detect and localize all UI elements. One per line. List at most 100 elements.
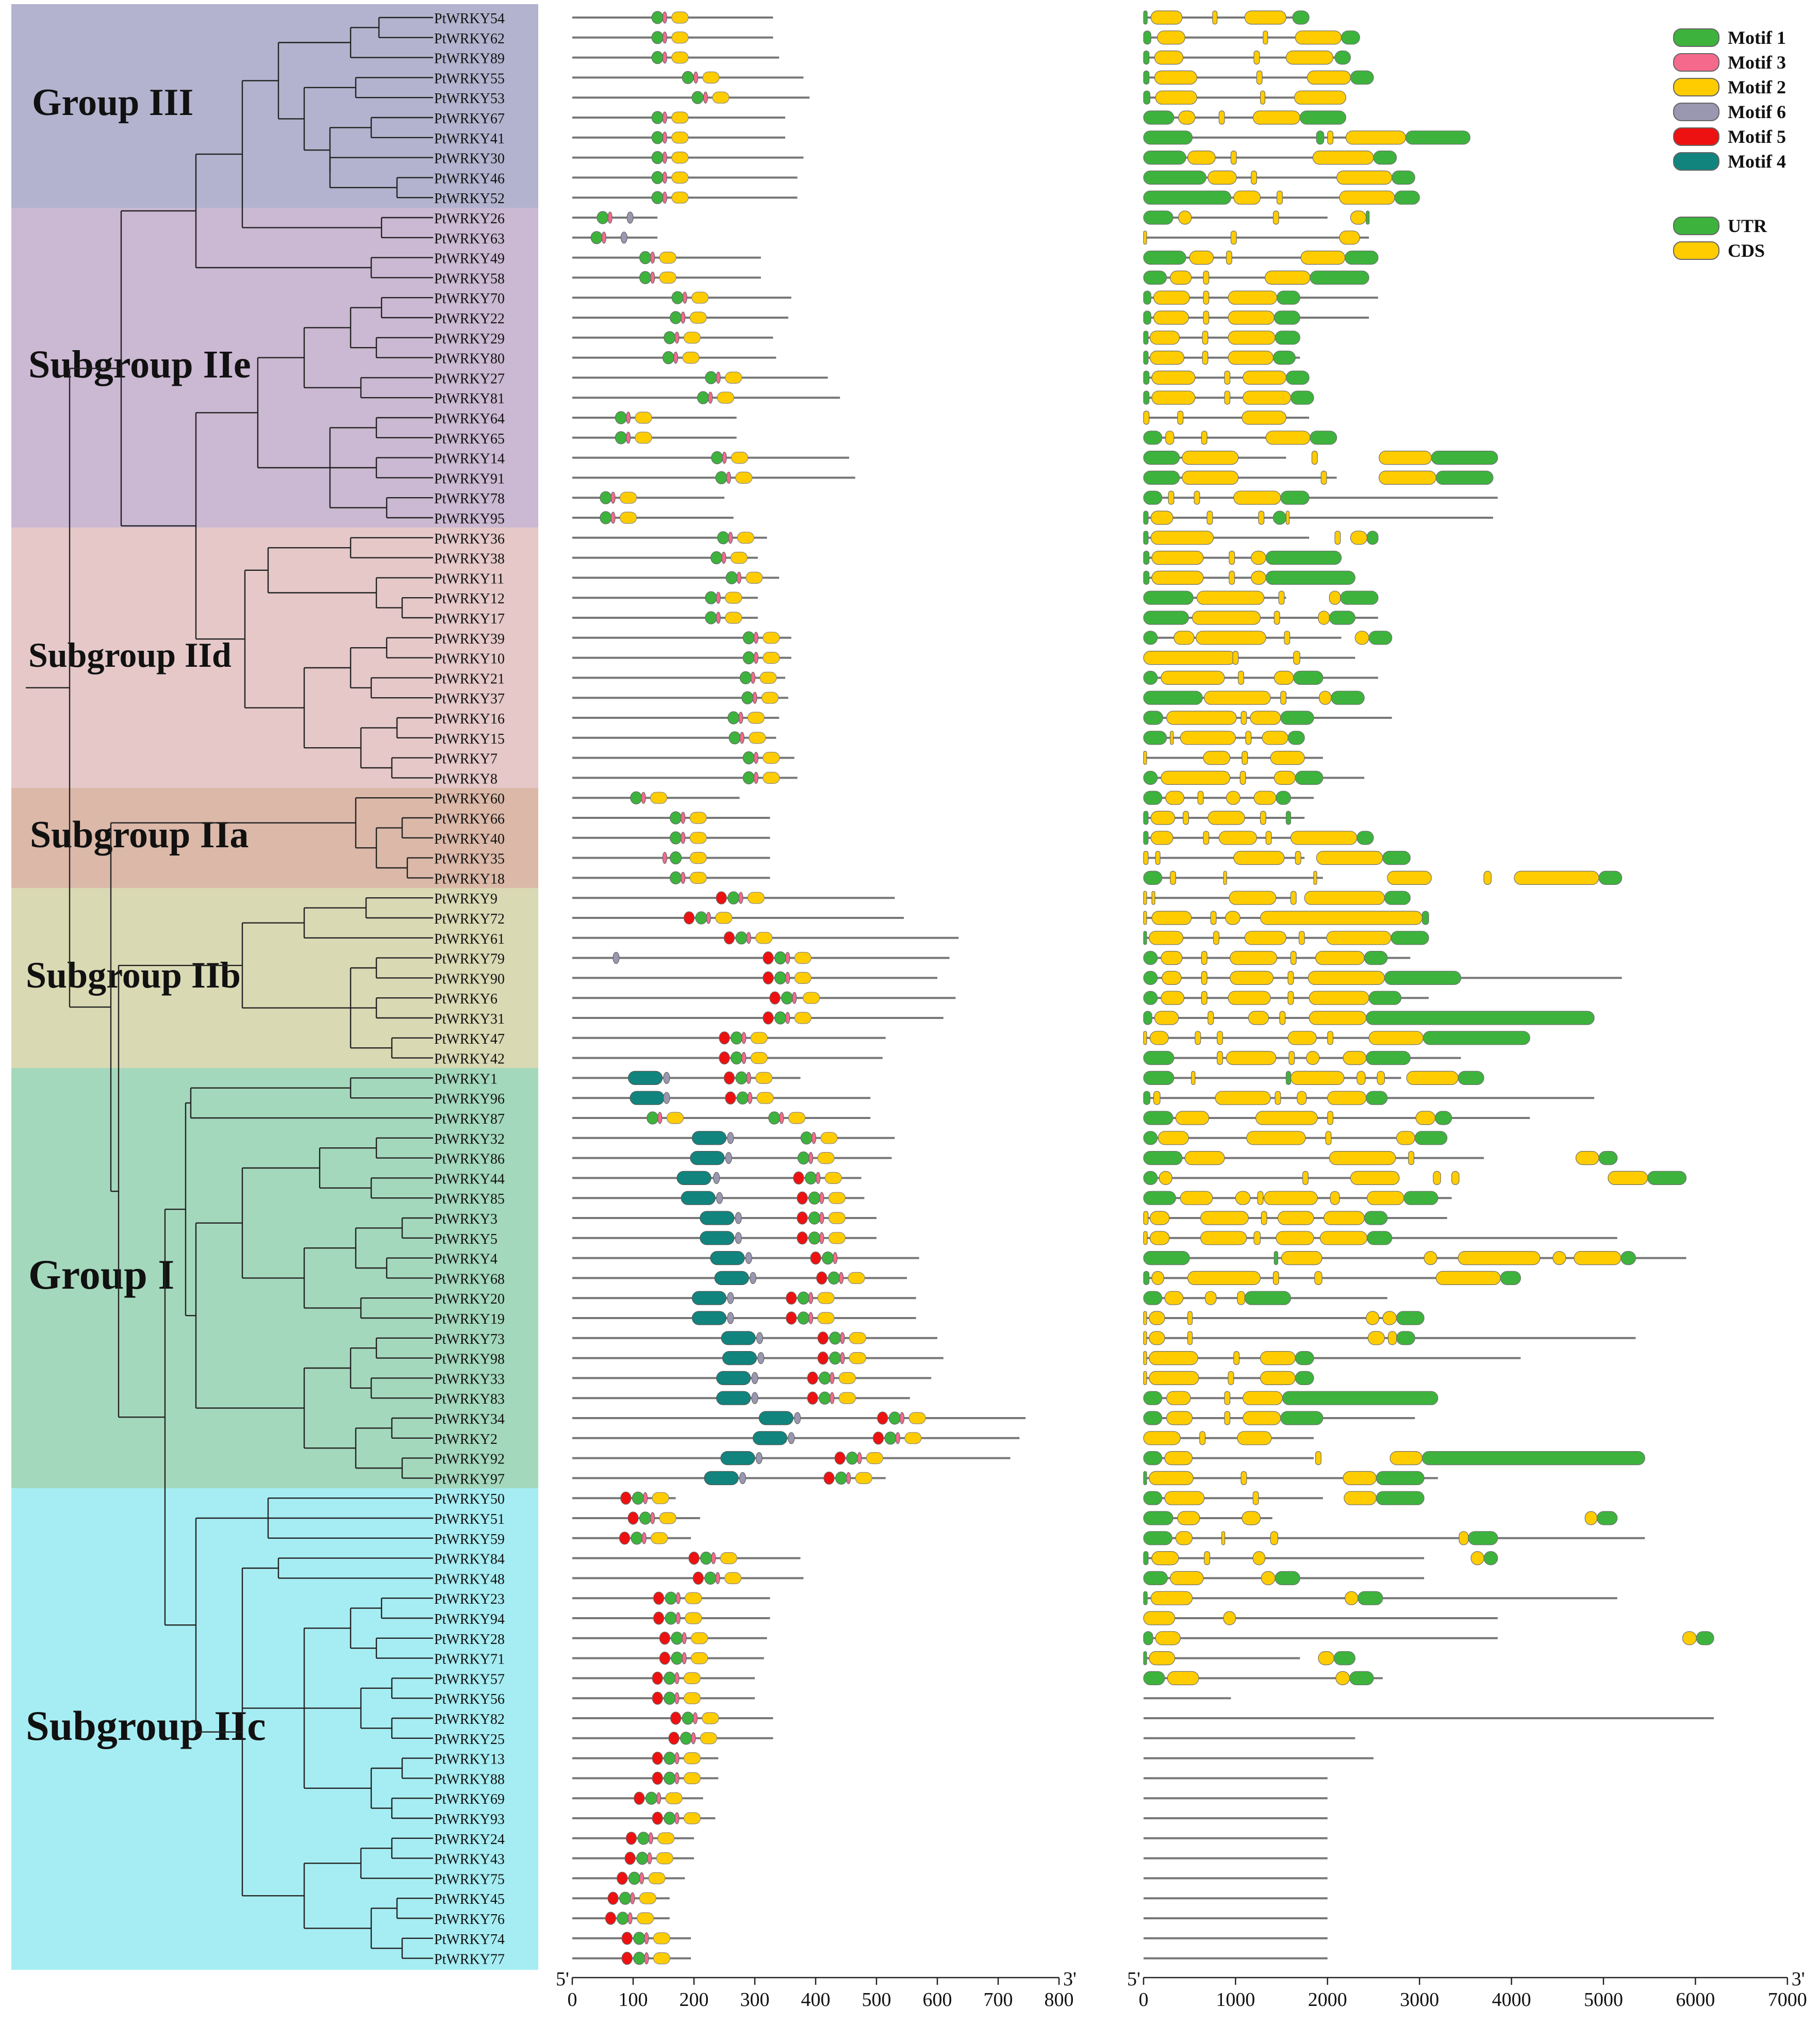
- legend-label: Motif 6: [1728, 102, 1786, 122]
- motif3-mark: [662, 31, 667, 44]
- motif1-mark: [665, 1591, 677, 1605]
- utr-block: [1287, 731, 1305, 745]
- motif2-mark: [712, 91, 730, 104]
- motif2-mark: [750, 1032, 768, 1044]
- motif4-mark: [704, 1471, 739, 1485]
- utr-block: [1396, 1331, 1415, 1345]
- utr-block: [1376, 1491, 1425, 1505]
- utr-block: [1598, 1151, 1618, 1165]
- utr-block: [1143, 811, 1149, 825]
- motif1-mark: [781, 991, 793, 1005]
- motif1-mark: [884, 1431, 897, 1445]
- cds-block: [1273, 670, 1294, 685]
- cds-block: [1199, 1431, 1206, 1445]
- cds-block: [1150, 511, 1173, 525]
- motif5-mark: [716, 891, 727, 904]
- utr-block: [1421, 1451, 1645, 1466]
- cds-block: [1318, 611, 1330, 625]
- cds-block: [1196, 631, 1266, 645]
- motif5-mark: [817, 1352, 829, 1365]
- motif1-mark: [632, 1491, 644, 1505]
- motif3-mark: [662, 111, 667, 124]
- utr-block: [1143, 1411, 1163, 1425]
- tick-label: 500: [862, 1989, 891, 2011]
- motif5-mark: [807, 1391, 818, 1405]
- cds-block: [1165, 791, 1185, 805]
- five-prime-label: 5': [556, 1968, 569, 1990]
- motif3-mark: [785, 1012, 790, 1024]
- motif3-mark: [648, 1832, 653, 1845]
- cds-block: [1350, 531, 1368, 545]
- motif3-mark: [682, 291, 687, 304]
- gene-label: PtWRKY27: [434, 371, 505, 387]
- cds-block: [1143, 1231, 1148, 1245]
- cds-block: [1153, 310, 1189, 325]
- motif2-mark: [671, 111, 689, 124]
- gene-label: PtWRKY92: [434, 1452, 505, 1468]
- motif3-mark: [711, 1552, 716, 1565]
- motif3-mark: [675, 1612, 681, 1624]
- motif2-mark: [788, 1112, 806, 1124]
- motif2-mark: [849, 1332, 867, 1344]
- cds-block: [1237, 1291, 1245, 1305]
- gene-label: PtWRKY53: [434, 91, 505, 107]
- motif3-mark: [601, 232, 606, 244]
- gene-label: PtWRKY96: [434, 1091, 505, 1107]
- cds-block: [1221, 1531, 1226, 1545]
- gene-labels: PtWRKY54 PtWRKY62 PtWRKY89 PtWRKY55 PtWRKY53…: [434, 11, 505, 1968]
- cds-block: [1203, 310, 1210, 325]
- utr-block: [1384, 891, 1411, 905]
- cds-block: [1151, 370, 1196, 385]
- utr-block: [1143, 970, 1158, 985]
- cds-block: [1207, 1011, 1214, 1025]
- cds-block: [1281, 1251, 1322, 1265]
- cds-block: [1201, 950, 1207, 965]
- utr-block: [1293, 670, 1323, 685]
- motif1-mark: [590, 231, 603, 244]
- cds-block: [1257, 1191, 1264, 1205]
- legend-motif3: Motif 3: [1673, 51, 1786, 74]
- motif3-mark: [736, 571, 741, 584]
- utr-block: [1290, 390, 1314, 405]
- cds-block: [1196, 590, 1265, 605]
- motif-axis: 0 100 200 300 400 500 600 700 800 5' 3': [556, 1968, 1077, 2011]
- motif2-mark: [731, 451, 749, 464]
- motif3-mark: [840, 1352, 845, 1364]
- motif6-mark: [735, 1212, 742, 1224]
- cds-block: [1226, 251, 1232, 265]
- motif3-mark: [785, 972, 790, 984]
- utr-block: [1143, 1091, 1151, 1105]
- cds-block: [1168, 490, 1174, 505]
- motif1-mark: [651, 171, 664, 184]
- band-g3: [11, 4, 538, 208]
- cds-block: [1150, 811, 1176, 825]
- gene-label: PtWRKY43: [434, 1852, 505, 1868]
- motif6-mark: [749, 1272, 757, 1284]
- utr-block: [1143, 1251, 1190, 1265]
- motif4-mark: [630, 1091, 665, 1105]
- motif3-mark: [716, 371, 721, 384]
- utr-block: [1366, 1091, 1388, 1105]
- motif1-mark: [628, 1871, 640, 1885]
- cds-block: [1232, 650, 1239, 665]
- cds-block: [1177, 1511, 1200, 1525]
- utr-block: [1292, 10, 1310, 25]
- cds-block: [1187, 1331, 1193, 1345]
- utr-block: [1143, 791, 1163, 805]
- motif1-mark: [664, 1752, 676, 1765]
- utr-block: [1310, 270, 1369, 285]
- cds-block: [1552, 1251, 1566, 1265]
- cds-block: [1242, 750, 1248, 765]
- motif4-mark: [681, 1191, 716, 1205]
- gene-label: PtWRKY39: [434, 631, 505, 647]
- motif4-mark: [676, 1171, 712, 1185]
- tick-label: 5000: [1584, 1989, 1623, 2011]
- gene-label: PtWRKY75: [434, 1871, 505, 1887]
- cds-block: [1314, 1271, 1322, 1285]
- gene-label: PtWRKY49: [434, 251, 505, 267]
- motif2-mark: [747, 892, 765, 904]
- cds-block: [1295, 850, 1301, 865]
- utr-block: [1143, 570, 1150, 585]
- cds-block: [1300, 251, 1346, 265]
- tick-label: 600: [923, 1989, 952, 2011]
